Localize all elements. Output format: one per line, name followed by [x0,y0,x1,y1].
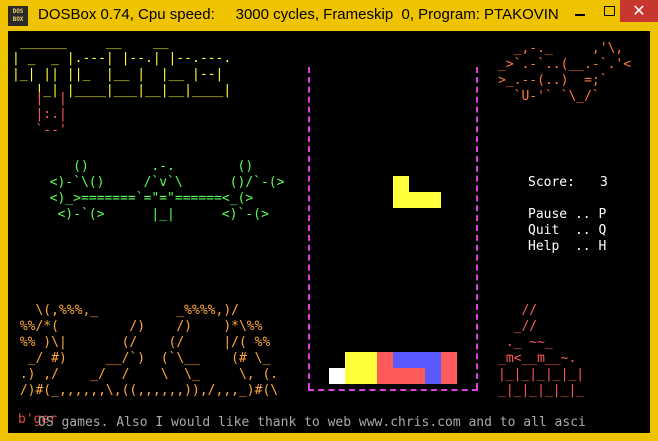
logo-tail-art: | | |:.| `--' [35,91,67,138]
window-title: DOSBox 0.74, Cpu speed: 3000 cycles, Fra… [38,6,559,23]
stack-block [393,368,425,384]
falling-piece-part [393,192,441,208]
pause-instruction: Pause .. P [528,207,607,222]
score-value: 3 [600,175,608,190]
dosbox-app-icon[interactable]: DOS BOX [8,6,28,26]
close-icon: ✕ [632,3,646,20]
birds-middle-art: () .-. () <)-`\() /`v`\ ()/`-(> <)_>====… [49,159,285,222]
tree-art: \(,%%%,_ _%%%%,)/ %%/*( /) /) )*\%% %% )… [19,303,279,398]
stack-block [377,352,393,384]
house-right-art: // _// ._ ~~_ _m<__m__~. |_|_|_|_|_| _|_… [498,303,585,398]
stack-block [393,352,441,368]
bird-right-art: _,-._ ,'\, _>`.-`..(__.-`.'< >_.--(..) =… [498,41,632,104]
dos-screen[interactable]: ______ __ __ | _ _ |.---| |--.| |--.---.… [8,31,650,433]
stack-block [425,368,441,384]
artist-signature: b'ger [18,412,58,427]
stack-block [441,352,457,384]
stack-block [361,352,377,384]
title-logo-art: ______ __ __ | _ _ |.---| |--.| |--.---.… [12,35,232,98]
title-bar[interactable]: DOS BOX DOSBox 0.74, Cpu speed: 3000 cycl… [0,0,658,31]
quit-instruction: Quit .. Q [528,223,607,238]
well-right-wall [476,67,478,389]
well-left-wall [308,67,310,389]
maximize-button[interactable] [595,0,623,22]
maximize-icon [603,6,615,16]
minimize-button[interactable] [566,0,594,22]
score-label: Score: [528,175,575,190]
well-floor [308,389,478,391]
credits-scroller: OS games. Also I would like thank to web… [38,415,586,430]
help-instruction: Help .. H [528,239,607,254]
stack-block [329,368,345,384]
minimize-icon [575,6,585,16]
close-button[interactable]: ✕ [620,0,658,22]
